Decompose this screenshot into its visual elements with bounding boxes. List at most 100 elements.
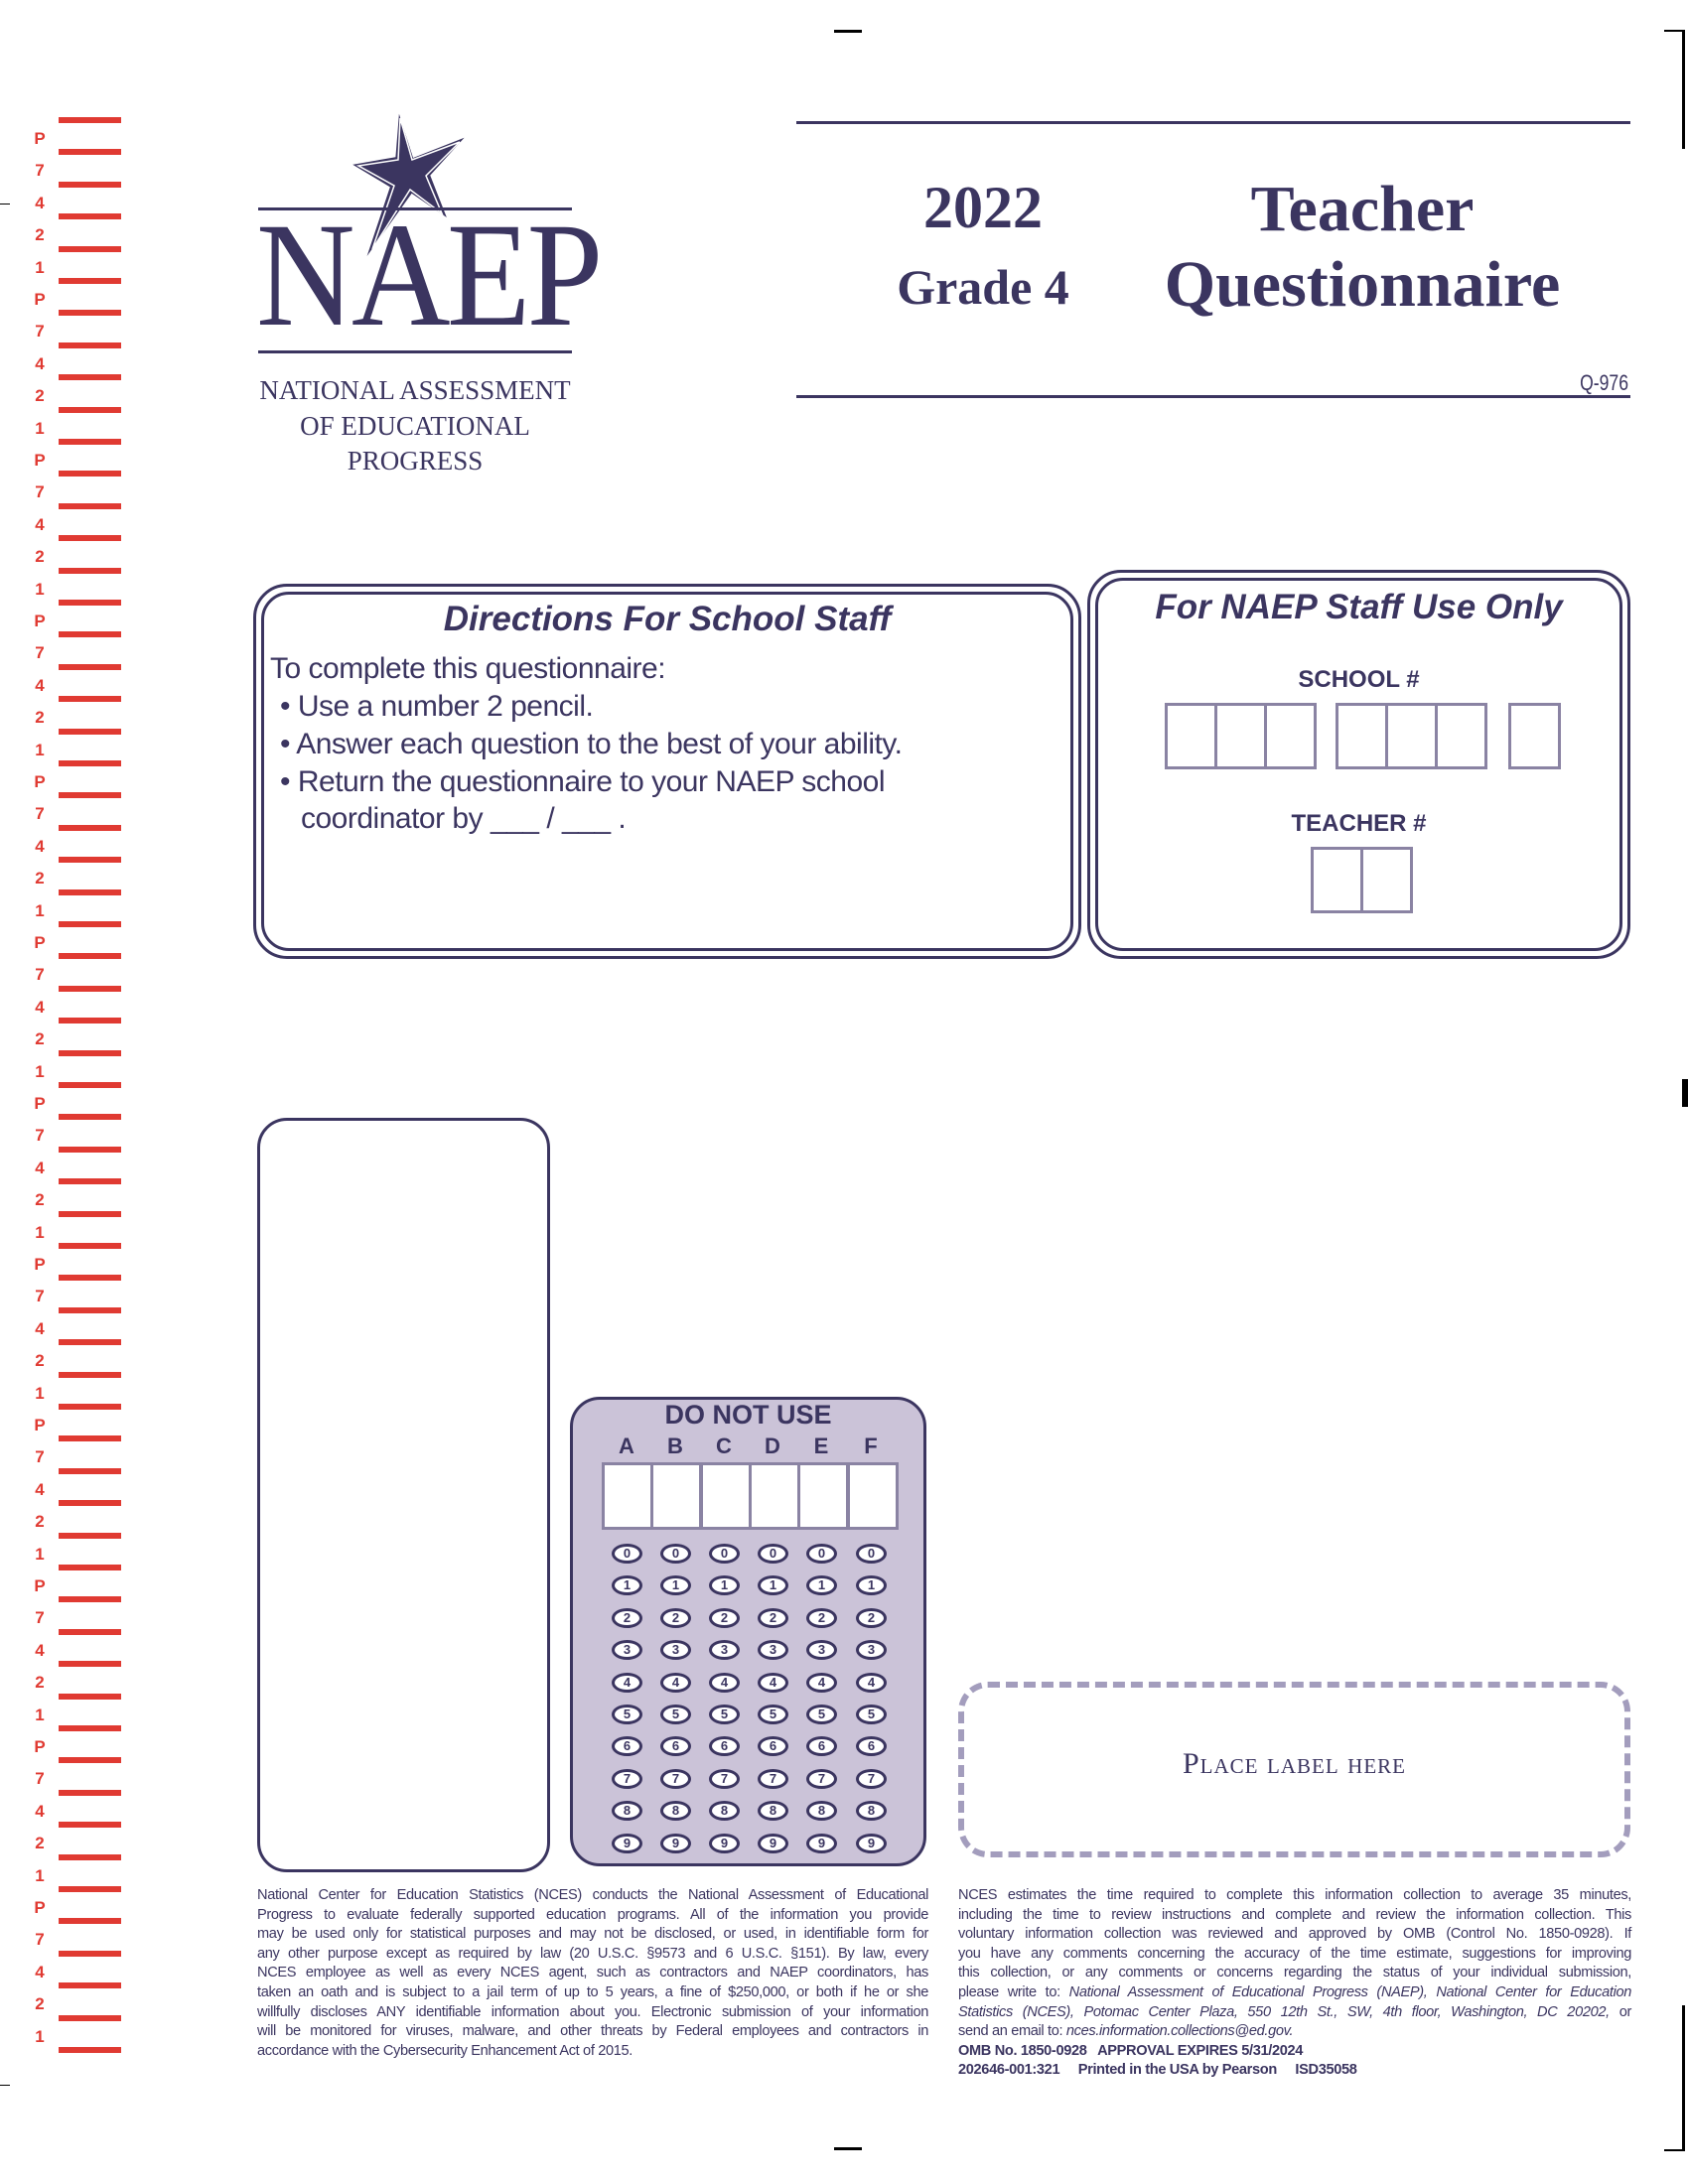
digit-box[interactable]	[1214, 703, 1267, 769]
timing-mark	[59, 1853, 121, 1860]
answer-bubble[interactable]: 5	[660, 1705, 691, 1724]
answer-bubble[interactable]: 7	[612, 1768, 642, 1789]
answer-bubble[interactable]: 1	[856, 1575, 887, 1596]
timing-mark	[59, 1500, 121, 1507]
timing-label: 2	[35, 1673, 45, 1693]
answer-bubble[interactable]: 7	[758, 1768, 788, 1789]
timing-mark	[59, 1082, 121, 1088]
timing-mark	[59, 1210, 121, 1217]
bullet-text: Answer each question to the best of your…	[296, 728, 903, 760]
answer-bubble[interactable]: 6	[758, 1736, 788, 1757]
digit-box[interactable]	[1435, 703, 1487, 769]
timing-label: 7	[35, 643, 45, 663]
digit-box[interactable]	[1311, 847, 1363, 913]
write-in-box[interactable]	[650, 1462, 703, 1530]
digit-box[interactable]	[1264, 703, 1317, 769]
answer-bubble[interactable]: 6	[612, 1736, 642, 1757]
answer-bubble[interactable]: 1	[806, 1575, 837, 1596]
answer-bubble[interactable]: 3	[612, 1640, 642, 1661]
answer-bubble[interactable]: 3	[856, 1640, 887, 1661]
digit-box[interactable]	[1360, 847, 1413, 913]
answer-bubble[interactable]: 8	[660, 1801, 691, 1822]
answer-bubble[interactable]: 4	[612, 1672, 642, 1693]
answer-bubble[interactable]: 2	[660, 1607, 691, 1628]
answer-bubble[interactable]: 0	[856, 1544, 887, 1564]
timing-label: 1	[35, 740, 45, 759]
write-in-box[interactable]	[748, 1462, 800, 1530]
answer-bubble[interactable]: 2	[612, 1607, 642, 1628]
timing-label: P	[34, 451, 46, 470]
timing-mark	[59, 921, 121, 927]
answer-bubble[interactable]: 0	[709, 1544, 740, 1564]
answer-bubble[interactable]: 9	[660, 1833, 691, 1853]
answer-bubble[interactable]: 0	[758, 1544, 788, 1564]
notice-line: NCES employee as well as every NCES agen…	[257, 1965, 928, 1981]
answer-bubble[interactable]: 3	[709, 1640, 740, 1661]
answer-bubble[interactable]: 9	[806, 1833, 837, 1853]
answer-bubble[interactable]: 6	[660, 1736, 691, 1757]
answer-bubble[interactable]: 3	[660, 1640, 691, 1661]
answer-bubble[interactable]: 9	[709, 1833, 740, 1853]
answer-bubble[interactable]: 4	[758, 1672, 788, 1693]
answer-bubble[interactable]: 0	[660, 1544, 691, 1564]
crop-mark-right-top	[1682, 30, 1685, 149]
answer-bubble[interactable]: 5	[709, 1705, 740, 1724]
digit-box[interactable]	[1385, 703, 1438, 769]
answer-bubble[interactable]: 5	[612, 1705, 642, 1724]
answer-bubble[interactable]: 8	[709, 1801, 740, 1822]
write-in-box[interactable]	[602, 1462, 653, 1530]
answer-bubble[interactable]: 1	[612, 1575, 642, 1596]
answer-bubble[interactable]: 2	[709, 1607, 740, 1628]
answer-bubble[interactable]: 2	[758, 1607, 788, 1628]
answer-bubble[interactable]: 9	[856, 1833, 887, 1853]
answer-bubble[interactable]: 8	[856, 1801, 887, 1822]
answer-bubble[interactable]: 5	[856, 1705, 887, 1724]
answer-bubble[interactable]: 8	[612, 1801, 642, 1822]
timing-mark	[59, 471, 121, 478]
answer-bubble[interactable]: 6	[709, 1736, 740, 1757]
answer-bubble[interactable]: 7	[709, 1768, 740, 1789]
answer-bubble[interactable]: 4	[660, 1672, 691, 1693]
answer-bubble[interactable]: 5	[758, 1705, 788, 1724]
answer-bubble[interactable]: 3	[806, 1640, 837, 1661]
answer-bubble[interactable]: 8	[806, 1801, 837, 1822]
answer-bubble[interactable]: 5	[806, 1705, 837, 1724]
write-in-box[interactable]	[699, 1462, 752, 1530]
notice-line: send an email to: nces.information.colle…	[958, 2022, 1631, 2042]
timing-label: 4	[35, 193, 45, 212]
answer-bubble[interactable]: 2	[806, 1607, 837, 1628]
timing-mark	[59, 888, 121, 895]
answer-bubble[interactable]: 2	[856, 1607, 887, 1628]
answer-bubble[interactable]: 6	[856, 1736, 887, 1757]
answer-bubble[interactable]: 1	[660, 1575, 691, 1596]
answer-bubble[interactable]: 8	[758, 1801, 788, 1822]
answer-bubble[interactable]: 7	[806, 1768, 837, 1789]
timing-label: 2	[35, 1512, 45, 1532]
answer-bubble[interactable]: 0	[612, 1544, 642, 1564]
answer-bubble[interactable]: 4	[709, 1672, 740, 1693]
write-in-box[interactable]	[846, 1462, 899, 1530]
answer-bubble[interactable]: 9	[612, 1833, 642, 1853]
email-link[interactable]: nces.information.collections@ed.gov.	[1065, 2023, 1294, 2040]
digit-box[interactable]	[1165, 703, 1217, 769]
answer-bubble[interactable]: 9	[758, 1833, 788, 1853]
answer-bubble[interactable]: 7	[856, 1768, 887, 1789]
answer-bubble[interactable]: 4	[856, 1672, 887, 1693]
answer-bubble[interactable]: 4	[806, 1672, 837, 1693]
timing-label: 7	[35, 1930, 45, 1950]
notice-text: send an email to:	[958, 2023, 1066, 2040]
logo-line-1: NATIONAL ASSESSMENT	[259, 375, 571, 405]
write-in-box[interactable]	[797, 1462, 850, 1530]
timing-label: 1	[35, 579, 45, 599]
answer-bubble[interactable]: 0	[806, 1544, 837, 1564]
answer-bubble[interactable]: 3	[758, 1640, 788, 1661]
answer-bubble[interactable]: 7	[660, 1768, 691, 1789]
answer-bubble[interactable]: 1	[709, 1575, 740, 1596]
notice-text: please write to:	[958, 1983, 1069, 2000]
timing-mark	[59, 1693, 121, 1700]
answer-bubble[interactable]: 1	[758, 1575, 788, 1596]
timing-mark	[59, 1757, 121, 1764]
digit-box[interactable]	[1336, 703, 1388, 769]
digit-box[interactable]	[1508, 703, 1561, 769]
answer-bubble[interactable]: 6	[806, 1736, 837, 1757]
